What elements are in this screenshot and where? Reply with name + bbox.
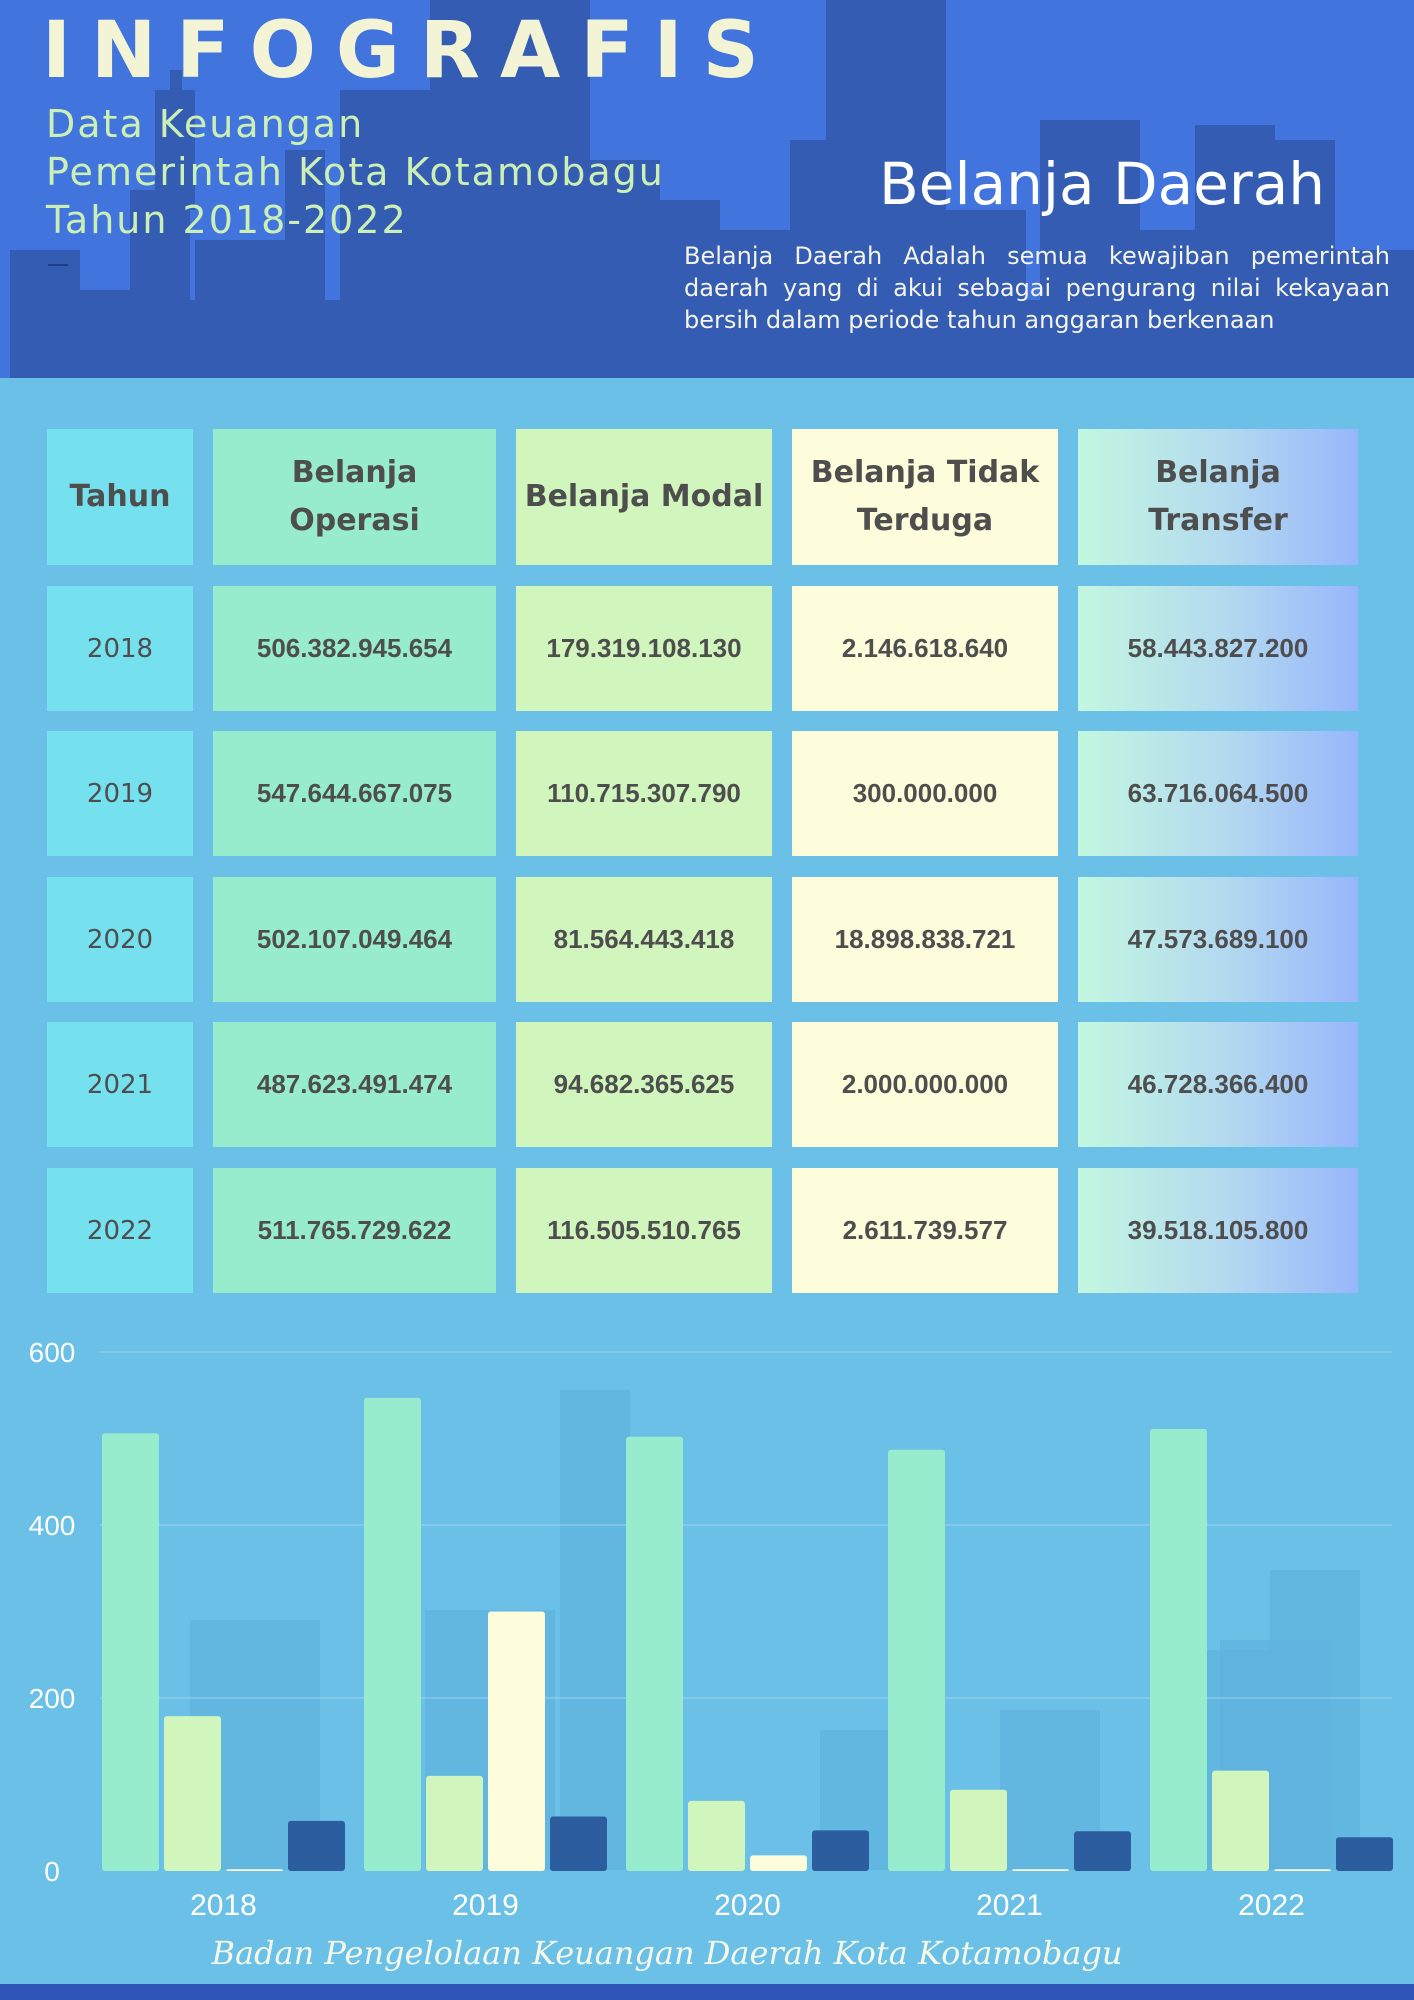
row-2018-belanja-tidak-terduga: 2.146.618.640 [792,586,1058,711]
row-2019-belanja-tidak-terduga: 300.000.000 [792,731,1058,856]
section-description: Belanja Daerah Adalah semua kewajiban pe… [684,242,1390,334]
section-title: Belanja Daerah [878,150,1326,218]
bar [164,1716,221,1871]
header-cell-tahun: Tahun [47,429,193,565]
y-tick-label: 0 [44,1856,60,1887]
y-tick-label: 600 [29,1337,76,1368]
row-2018-belanja-operasi: 506.382.945.654 [213,586,496,711]
bar [1150,1428,1207,1871]
y-tick-label: 400 [29,1510,76,1541]
bottom-bar [0,1984,1414,2000]
subtitle-line-3: Tahun 2018-2022 [46,198,408,242]
bar [226,1869,283,1871]
x-tick-label: 2021 [976,1889,1043,1922]
bar [626,1436,683,1871]
row-2019-belanja-modal: 110.715.307.790 [516,731,772,856]
row-2020-belanja-operasi: 502.107.049.464 [213,877,496,1002]
background-skyline-shape [560,1390,630,1870]
row-2019-belanja-operasi: 547.644.667.075 [213,731,496,856]
row-2022-tahun: 2022 [47,1168,193,1293]
page-subtitle: Data Keuangan Pemerintah Kota Kotamobagu… [46,100,665,244]
row-2018-tahun: 2018 [47,586,193,711]
bar [1074,1831,1131,1871]
bar [1012,1869,1069,1871]
bar [1274,1869,1331,1871]
header-cell-belanja-operasi: Belanja Operasi [213,429,496,565]
header-cell-belanja-transfer: Belanja Transfer [1078,429,1358,565]
row-2022-belanja-modal: 116.505.510.765 [516,1168,772,1293]
bar [426,1775,483,1871]
page-title: INFOGRAFIS [42,6,779,96]
bar [364,1397,421,1871]
bar [1212,1770,1269,1871]
row-2020-tahun: 2020 [47,877,193,1002]
row-2021-belanja-modal: 94.682.365.625 [516,1022,772,1147]
bar [488,1611,545,1871]
row-2020-belanja-transfer: 47.573.689.100 [1078,877,1358,1002]
row-2022-belanja-tidak-terduga: 2.611.739.577 [792,1168,1058,1293]
row-2022-belanja-transfer: 39.518.105.800 [1078,1168,1358,1293]
footer-credit: Badan Pengelolaan Keuangan Daerah Kota K… [211,1934,1123,1972]
row-2018-belanja-transfer: 58.443.827.200 [1078,586,1358,711]
bar [688,1800,745,1871]
background-skyline-shape [1270,1570,1360,1870]
row-2021-belanja-transfer: 46.728.366.400 [1078,1022,1358,1147]
row-2020-belanja-tidak-terduga: 18.898.838.721 [792,877,1058,1002]
row-2021-belanja-operasi: 487.623.491.474 [213,1022,496,1147]
bar-chart: 0 200 400 600 2018 2019 2020 2021 2022 [29,1337,1393,1922]
bar [550,1816,607,1871]
row-2019-tahun: 2019 [47,731,193,856]
city-skyline-illustration [10,0,1414,378]
y-tick-label: 200 [29,1683,76,1714]
row-2019-belanja-transfer: 63.716.064.500 [1078,731,1358,856]
subtitle-line-1: Data Keuangan [46,102,365,146]
bar [750,1855,807,1871]
x-tick-label: 2022 [1238,1889,1305,1922]
row-2018-belanja-modal: 179.319.108.130 [516,586,772,711]
row-2021-belanja-tidak-terduga: 2.000.000.000 [792,1022,1058,1147]
subtitle-line-2: Pemerintah Kota Kotamobagu [46,150,665,194]
row-2021-tahun: 2021 [47,1022,193,1147]
bar [1336,1837,1393,1871]
header-cell-belanja-modal: Belanja Modal [516,429,772,565]
bar [812,1830,869,1871]
divider [48,264,68,266]
x-tick-label: 2020 [714,1889,781,1922]
row-2022-belanja-operasi: 511.765.729.622 [213,1168,496,1293]
header-banner: INFOGRAFIS Data Keuangan Pemerintah Kota… [0,0,1414,378]
bar [288,1820,345,1871]
row-2020-belanja-modal: 81.564.443.418 [516,877,772,1002]
bar [950,1789,1007,1871]
header-cell-belanja-tidak-terduga: Belanja Tidak Terduga [792,429,1058,565]
bar [102,1433,159,1871]
x-tick-label: 2018 [190,1889,257,1922]
x-tick-label: 2019 [452,1889,519,1922]
bar [888,1449,945,1871]
